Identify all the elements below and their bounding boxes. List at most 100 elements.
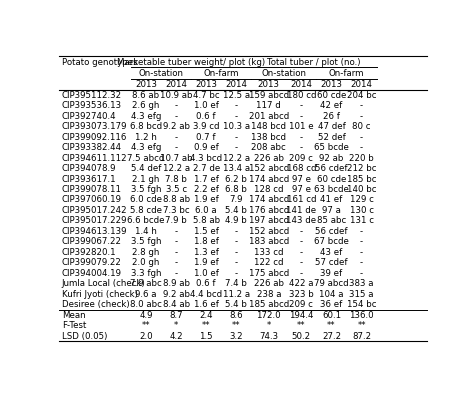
Text: Mean: Mean bbox=[62, 311, 85, 320]
Text: -: - bbox=[174, 248, 178, 257]
Text: 226 ab: 226 ab bbox=[254, 154, 284, 163]
Text: -: - bbox=[360, 101, 363, 110]
Text: -: - bbox=[235, 133, 238, 142]
Text: 7.3 bc: 7.3 bc bbox=[163, 206, 190, 215]
Text: CIP393382.44: CIP393382.44 bbox=[62, 143, 122, 152]
Text: 212 bc: 212 bc bbox=[347, 164, 376, 173]
Text: 2.0: 2.0 bbox=[139, 332, 153, 341]
Text: 8.7: 8.7 bbox=[169, 311, 183, 320]
Text: -: - bbox=[174, 143, 178, 152]
Text: Desiree (check): Desiree (check) bbox=[62, 300, 129, 309]
Text: -: - bbox=[174, 227, 178, 236]
Text: 50.2: 50.2 bbox=[292, 332, 311, 341]
Text: 10.3 a: 10.3 a bbox=[223, 122, 250, 131]
Text: -: - bbox=[174, 133, 178, 142]
Text: -: - bbox=[360, 143, 363, 152]
Text: 0.7 f: 0.7 f bbox=[196, 133, 216, 142]
Text: F-Test: F-Test bbox=[62, 321, 86, 330]
Text: 208 abc: 208 abc bbox=[251, 143, 286, 152]
Text: 209 c: 209 c bbox=[290, 154, 313, 163]
Text: 0.6 f: 0.6 f bbox=[196, 112, 216, 121]
Text: 117 d: 117 d bbox=[256, 101, 281, 110]
Text: 201 abcd: 201 abcd bbox=[249, 112, 289, 121]
Text: **: ** bbox=[297, 321, 306, 330]
Text: 4.7 bc: 4.7 bc bbox=[193, 91, 219, 100]
Text: -: - bbox=[174, 237, 178, 246]
Text: 141 de: 141 de bbox=[286, 206, 317, 215]
Text: 4.3 efg: 4.3 efg bbox=[131, 143, 161, 152]
Text: -: - bbox=[300, 258, 303, 267]
Text: 2.4: 2.4 bbox=[200, 311, 213, 320]
Text: -: - bbox=[235, 248, 238, 257]
Text: 74.3: 74.3 bbox=[259, 332, 278, 341]
Text: 12.5 a: 12.5 a bbox=[223, 91, 250, 100]
Text: 3.2: 3.2 bbox=[229, 332, 243, 341]
Text: 104 a: 104 a bbox=[319, 290, 344, 299]
Text: 2.7 de: 2.7 de bbox=[192, 164, 220, 173]
Text: 7.4 b: 7.4 b bbox=[225, 279, 247, 288]
Text: 185 bc: 185 bc bbox=[347, 175, 376, 183]
Text: 67 bcde: 67 bcde bbox=[314, 237, 349, 246]
Text: 168 cd: 168 cd bbox=[287, 164, 316, 173]
Text: -: - bbox=[360, 258, 363, 267]
Text: 56 cdef: 56 cdef bbox=[315, 164, 348, 173]
Text: 41 ef: 41 ef bbox=[320, 195, 343, 204]
Text: -: - bbox=[174, 101, 178, 110]
Text: 422 a: 422 a bbox=[289, 279, 314, 288]
Text: -: - bbox=[360, 248, 363, 257]
Text: 154 bc: 154 bc bbox=[347, 300, 376, 309]
Text: **: ** bbox=[142, 321, 150, 330]
Text: 7.8 b: 7.8 b bbox=[165, 175, 187, 183]
Text: On-station: On-station bbox=[138, 69, 183, 78]
Text: 133 cd: 133 cd bbox=[254, 248, 283, 257]
Text: CIP392820.1: CIP392820.1 bbox=[62, 248, 117, 257]
Text: 6.2 b: 6.2 b bbox=[225, 175, 247, 183]
Text: CIP392740.4: CIP392740.4 bbox=[62, 112, 117, 121]
Text: -: - bbox=[360, 112, 363, 121]
Text: 27.2: 27.2 bbox=[322, 332, 341, 341]
Text: -: - bbox=[300, 237, 303, 246]
Text: 1.9 ef: 1.9 ef bbox=[194, 258, 219, 267]
Text: LSD (0.05): LSD (0.05) bbox=[62, 332, 107, 341]
Text: 148 bcd: 148 bcd bbox=[251, 122, 286, 131]
Text: **: ** bbox=[202, 321, 210, 330]
Text: 2.2 ef: 2.2 ef bbox=[194, 185, 219, 194]
Text: 140 bc: 140 bc bbox=[347, 185, 376, 194]
Text: 128 cd: 128 cd bbox=[254, 185, 283, 194]
Text: 3.5 c: 3.5 c bbox=[165, 185, 187, 194]
Text: 152 abcd: 152 abcd bbox=[249, 164, 289, 173]
Text: CIP399067.22: CIP399067.22 bbox=[62, 237, 122, 246]
Text: 52 def: 52 def bbox=[318, 133, 346, 142]
Text: 36 ef: 36 ef bbox=[320, 300, 343, 309]
Text: CIP397060.19: CIP397060.19 bbox=[62, 195, 122, 204]
Text: CIP399078.11: CIP399078.11 bbox=[62, 185, 122, 194]
Text: CIP393617.1: CIP393617.1 bbox=[62, 175, 117, 183]
Text: 323 b: 323 b bbox=[289, 290, 314, 299]
Text: **: ** bbox=[232, 321, 241, 330]
Text: 10.9 ab: 10.9 ab bbox=[160, 91, 192, 100]
Text: 26 f: 26 f bbox=[323, 112, 340, 121]
Text: 3.5 fgh: 3.5 fgh bbox=[131, 237, 161, 246]
Text: 220 b: 220 b bbox=[349, 154, 374, 163]
Text: CIP394611.112: CIP394611.112 bbox=[62, 154, 128, 163]
Text: -: - bbox=[235, 269, 238, 278]
Text: 8.4 ab: 8.4 ab bbox=[163, 300, 190, 309]
Text: -: - bbox=[174, 258, 178, 267]
Text: 2014: 2014 bbox=[225, 80, 247, 89]
Text: *: * bbox=[267, 321, 271, 330]
Text: Potato genotypes: Potato genotypes bbox=[62, 58, 137, 67]
Text: 80 c: 80 c bbox=[352, 122, 371, 131]
Text: On-farm: On-farm bbox=[203, 69, 239, 78]
Text: 9.2 ab: 9.2 ab bbox=[163, 122, 190, 131]
Text: -: - bbox=[300, 112, 303, 121]
Text: -: - bbox=[360, 227, 363, 236]
Text: CIP395017.229: CIP395017.229 bbox=[62, 216, 128, 225]
Text: 1.9 ef: 1.9 ef bbox=[194, 195, 219, 204]
Text: 56 cdef: 56 cdef bbox=[315, 227, 348, 236]
Text: 97 a: 97 a bbox=[322, 206, 341, 215]
Text: 176 abcd: 176 abcd bbox=[249, 206, 289, 215]
Text: 2.6 gh: 2.6 gh bbox=[132, 101, 160, 110]
Text: 60 cde: 60 cde bbox=[317, 91, 346, 100]
Text: -: - bbox=[235, 258, 238, 267]
Text: 2.0 gh: 2.0 gh bbox=[132, 258, 160, 267]
